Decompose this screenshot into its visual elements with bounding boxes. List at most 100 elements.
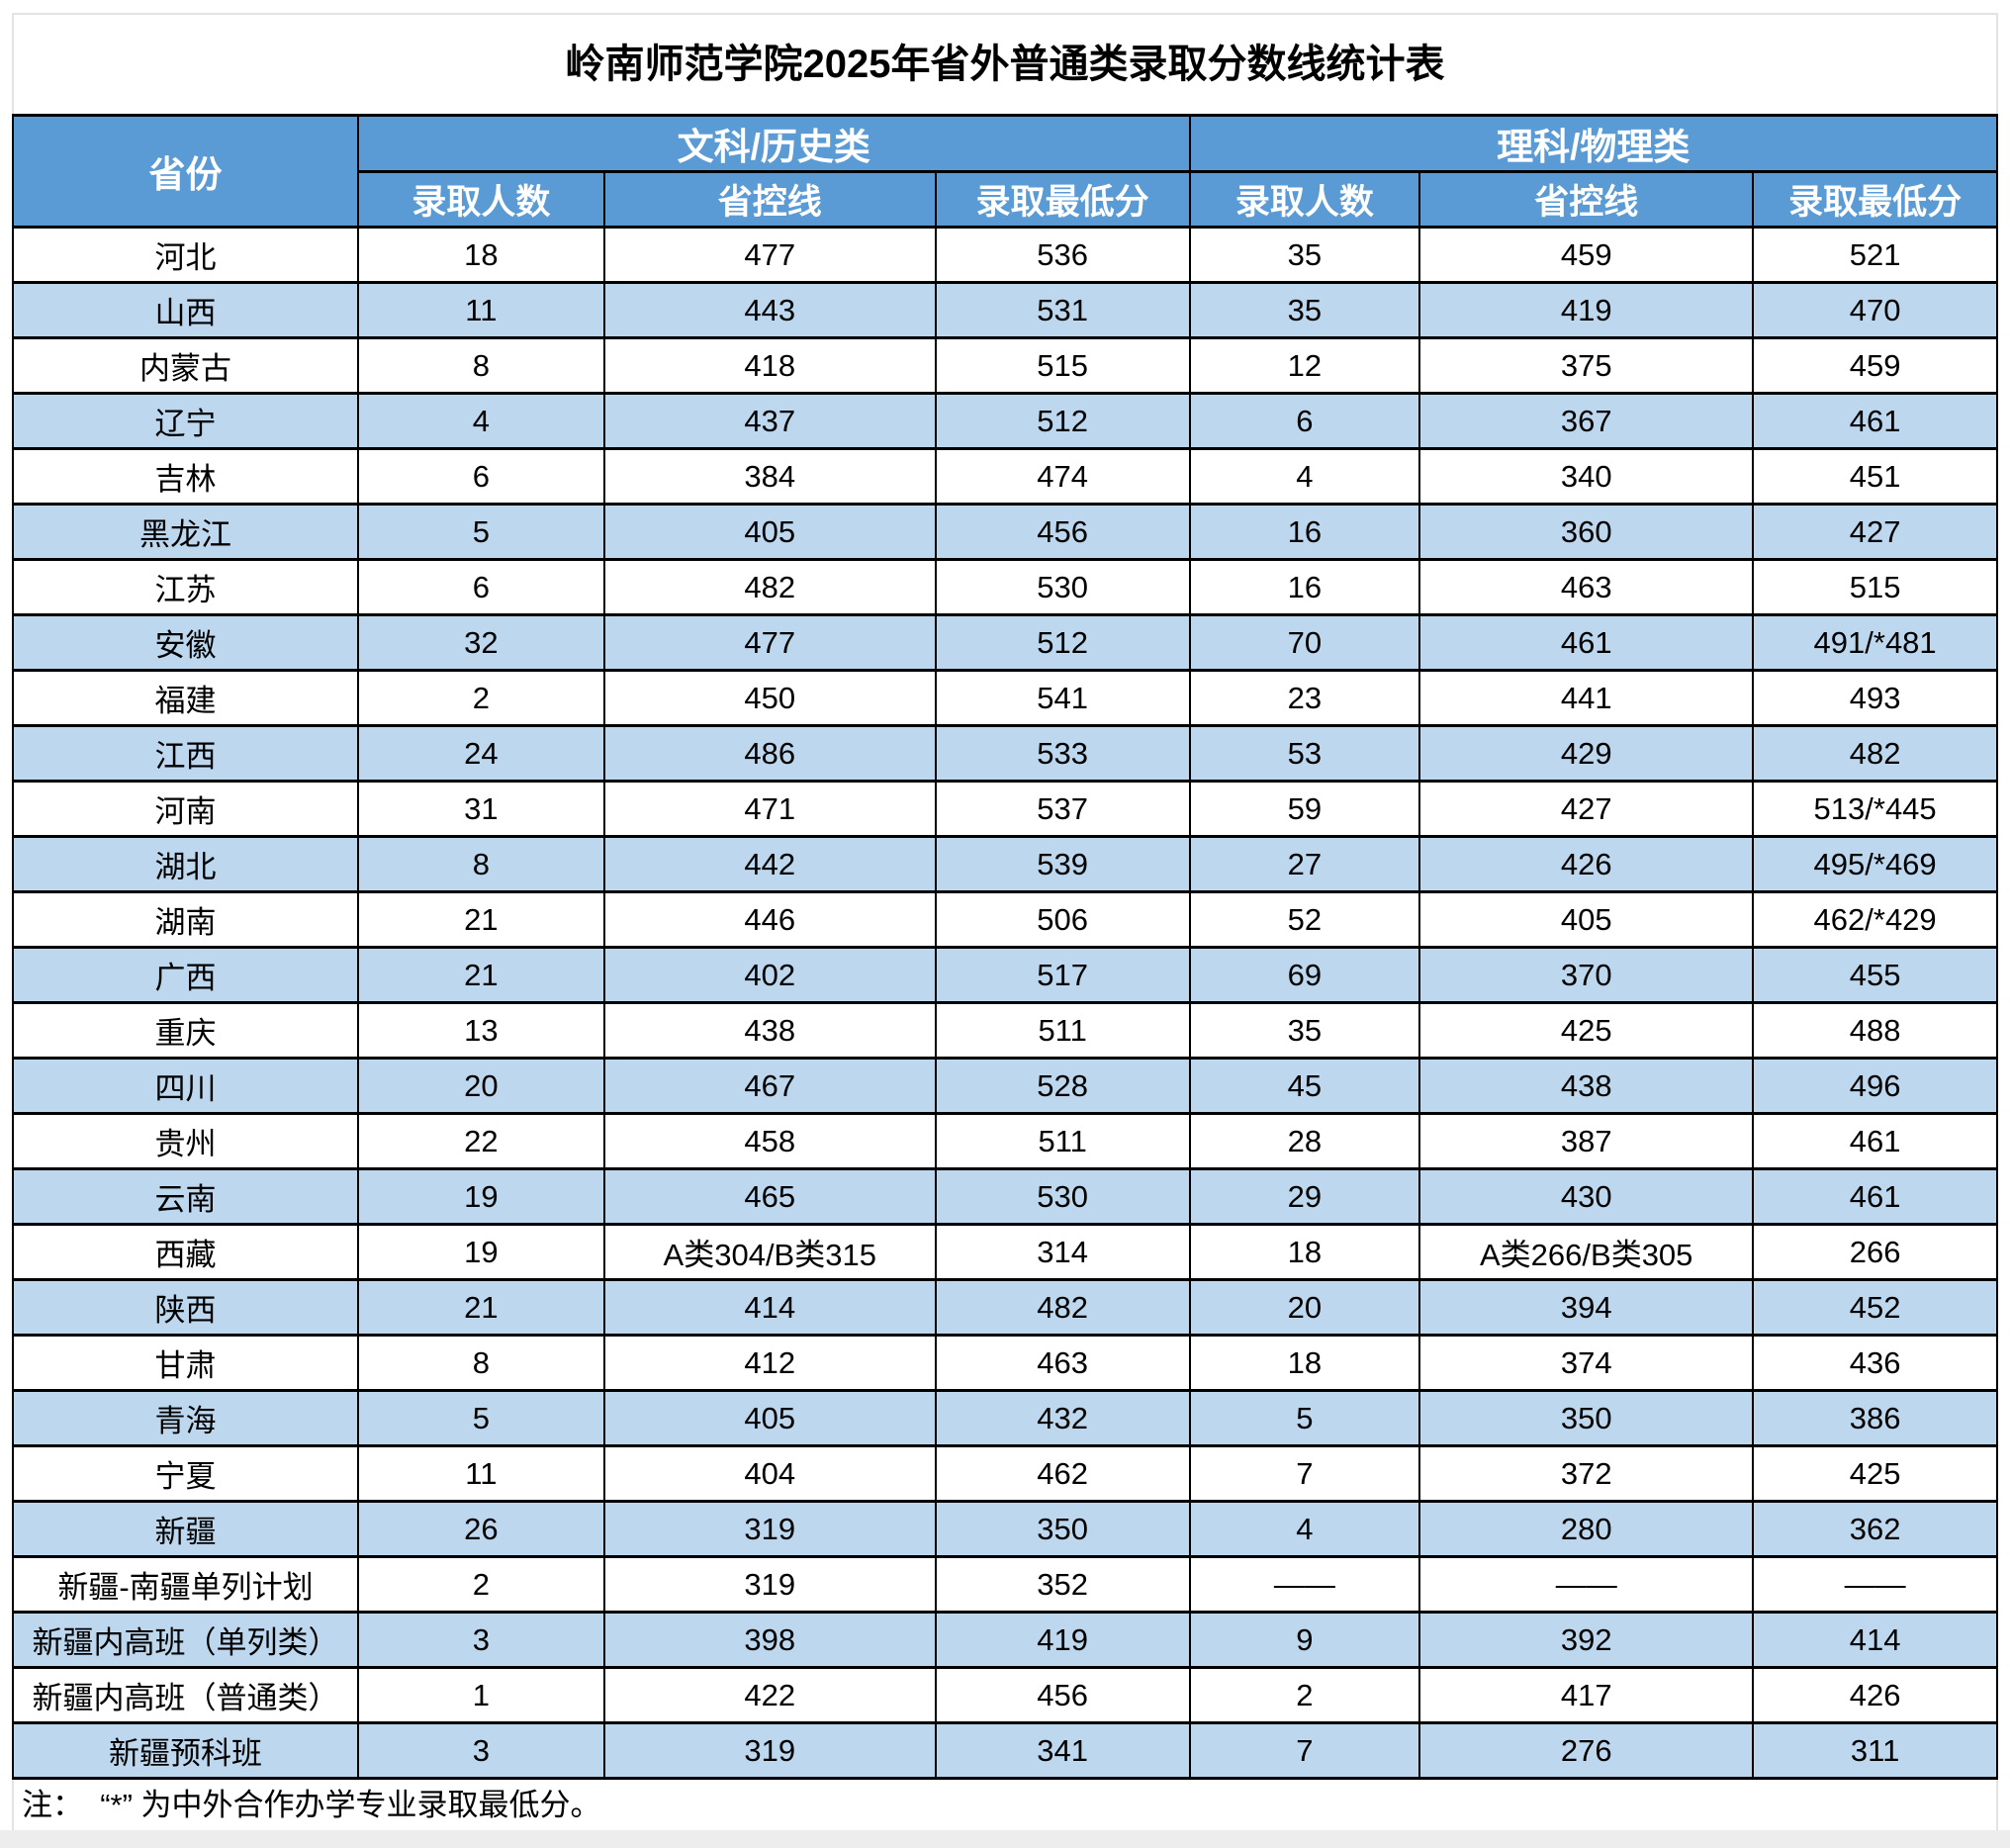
value-cell: 491/*481	[1752, 613, 1998, 672]
value-cell: 69	[1188, 946, 1421, 1004]
value-cell: 398	[602, 1611, 937, 1669]
table-row: 宁夏 11 404 462 7 372 425	[11, 1444, 1998, 1503]
table-row: 福建 2 450 541 23 441 493	[11, 669, 1998, 727]
table-row: 广西 21 402 517 69 370 455	[11, 946, 1998, 1004]
province-cell: 云南	[11, 1167, 360, 1226]
value-cell: 419	[934, 1611, 1191, 1669]
value-cell: 422	[602, 1666, 937, 1724]
province-cell: 河南	[11, 780, 360, 838]
value-cell: 432	[934, 1389, 1191, 1447]
value-cell: 35	[1188, 1001, 1421, 1060]
value-cell: 2	[1188, 1666, 1421, 1724]
value-cell: 28	[1188, 1112, 1421, 1170]
value-cell: 5	[1188, 1389, 1421, 1447]
value-cell: 394	[1418, 1278, 1755, 1337]
value-cell: 427	[1418, 780, 1755, 838]
value-cell: 4	[1188, 1500, 1421, 1558]
province-cell: 重庆	[11, 1001, 360, 1060]
value-cell: 27	[1188, 835, 1421, 893]
province-cell: 新疆	[11, 1500, 360, 1558]
province-cell: 江西	[11, 724, 360, 783]
table-row: 山西 11 443 531 35 419 470	[11, 281, 1998, 339]
province-cell: 新疆内高班（单列类）	[11, 1611, 360, 1669]
value-cell: 16	[1188, 558, 1421, 616]
value-cell: 18	[1188, 1334, 1421, 1392]
value-cell: 414	[1752, 1611, 1998, 1669]
table-row: 新疆-南疆单列计划 2 319 352 —— —— ——	[11, 1555, 1998, 1614]
value-cell: 367	[1418, 392, 1755, 450]
value-cell: 495/*469	[1752, 835, 1998, 893]
value-cell: 441	[1418, 669, 1755, 727]
value-cell: 418	[602, 336, 937, 395]
value-cell: 474	[934, 447, 1191, 506]
value-cell: 350	[934, 1500, 1191, 1558]
table-header: 省份 文科/历史类 理科/物理类 录取人数 省控线 录取最低分 录取人数 省控线…	[11, 114, 1999, 229]
value-cell: 477	[602, 226, 937, 284]
value-cell: 537	[934, 780, 1191, 838]
footnote: 注： “*” 为中外合作办学专业录取最低分。	[12, 1780, 1998, 1834]
value-cell: 35	[1188, 226, 1421, 284]
value-cell: 521	[1752, 226, 1998, 284]
value-cell: 352	[934, 1555, 1191, 1614]
value-cell: 436	[1752, 1334, 1998, 1392]
table-row: 陕西 21 414 482 20 394 452	[11, 1278, 1998, 1337]
value-cell: 477	[602, 613, 937, 672]
value-cell: 21	[357, 946, 605, 1004]
table-row: 湖南 21 446 506 52 405 462/*429	[11, 890, 1998, 949]
value-cell: 266	[1752, 1223, 1998, 1281]
value-cell: 462	[934, 1444, 1191, 1503]
header-group-arts: 文科/历史类	[357, 114, 1191, 173]
value-cell: 29	[1188, 1167, 1421, 1226]
value-cell: 512	[934, 613, 1191, 672]
value-cell: 319	[602, 1721, 937, 1780]
value-cell: 426	[1752, 1666, 1998, 1724]
value-cell: 465	[602, 1167, 937, 1226]
table-row: 青海 5 405 432 5 350 386	[11, 1389, 1998, 1447]
table-row: 云南 19 465 530 29 430 461	[11, 1167, 1998, 1226]
table-row: 贵州 22 458 511 28 387 461	[11, 1112, 1998, 1170]
table-row: 河南 31 471 537 59 427 513/*445	[11, 780, 1998, 838]
value-cell: 426	[1418, 835, 1755, 893]
value-cell: 16	[1188, 503, 1421, 561]
value-cell: 463	[1418, 558, 1755, 616]
value-cell: 402	[602, 946, 937, 1004]
value-cell: 459	[1752, 336, 1998, 395]
value-cell: 427	[1752, 503, 1998, 561]
value-cell: 18	[357, 226, 605, 284]
value-cell: 417	[1418, 1666, 1755, 1724]
value-cell: 341	[934, 1721, 1191, 1780]
value-cell: 384	[602, 447, 937, 506]
value-cell: 8	[357, 336, 605, 395]
value-cell: 459	[1418, 226, 1755, 284]
value-cell: 387	[1418, 1112, 1755, 1170]
province-cell: 宁夏	[11, 1444, 360, 1503]
value-cell: 461	[1418, 613, 1755, 672]
province-cell: 新疆预科班	[11, 1721, 360, 1780]
value-cell: 314	[934, 1223, 1191, 1281]
page-title: 岭南师范学院2025年省外普通类录取分数线统计表	[12, 13, 1998, 114]
value-cell: 22	[357, 1112, 605, 1170]
value-cell: 32	[357, 613, 605, 672]
table-row: 江西 24 486 533 53 429 482	[11, 724, 1998, 783]
value-cell: 450	[602, 669, 937, 727]
scores-table: 省份 文科/历史类 理科/物理类 录取人数 省控线 录取最低分 录取人数 省控线…	[11, 114, 1999, 1780]
value-cell: 456	[934, 503, 1191, 561]
table-row: 黑龙江 5 405 456 16 360 427	[11, 503, 1998, 561]
value-cell: 340	[1418, 447, 1755, 506]
value-cell: 467	[602, 1057, 937, 1115]
value-cell: 11	[357, 1444, 605, 1503]
value-cell: 19	[357, 1167, 605, 1226]
value-cell: 456	[934, 1666, 1191, 1724]
value-cell: 438	[1418, 1057, 1755, 1115]
header-group-row: 省份 文科/历史类 理科/物理类	[11, 114, 1999, 229]
value-cell: 511	[934, 1001, 1191, 1060]
table-row: 重庆 13 438 511 35 425 488	[11, 1001, 1998, 1060]
value-cell: 446	[602, 890, 937, 949]
value-cell: 4	[357, 392, 605, 450]
value-cell: 541	[934, 669, 1191, 727]
header-arts-control-line: 省控线	[602, 170, 937, 229]
value-cell: 412	[602, 1334, 937, 1392]
province-cell: 青海	[11, 1389, 360, 1447]
value-cell: 360	[1418, 503, 1755, 561]
value-cell: 493	[1752, 669, 1998, 727]
